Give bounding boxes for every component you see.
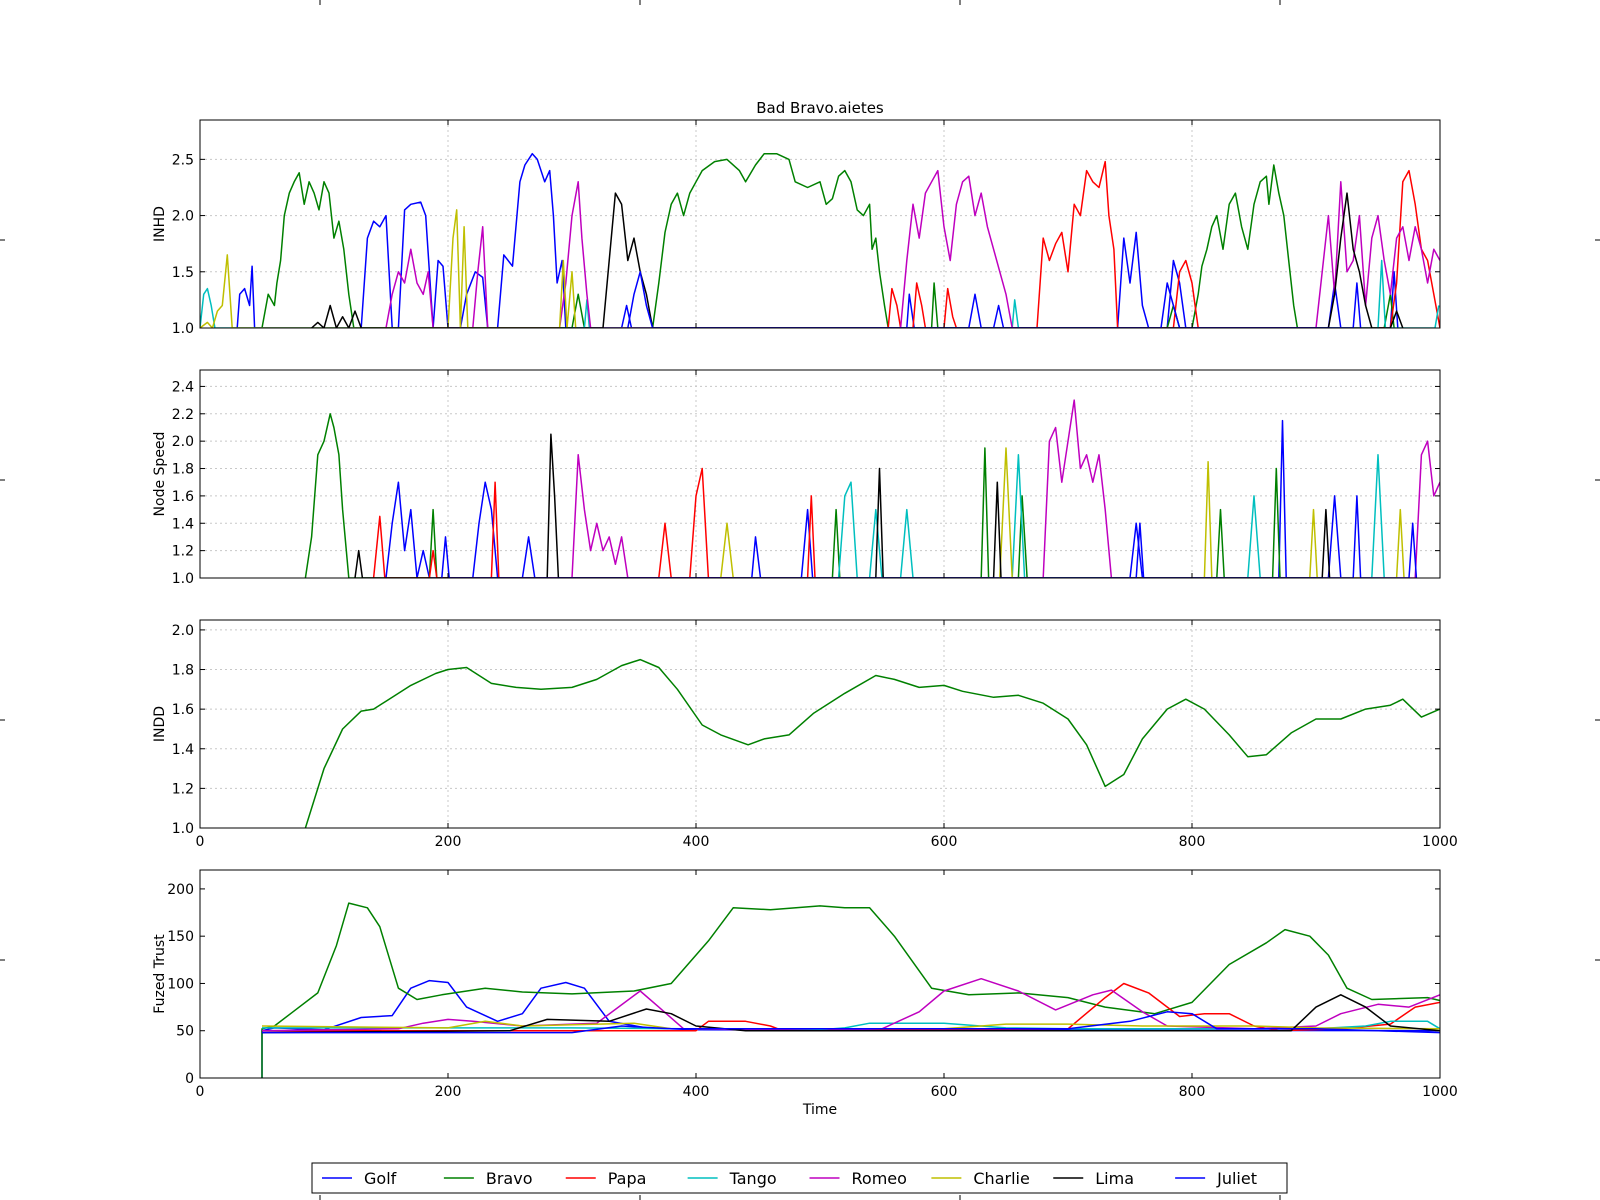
series-line-papa	[262, 982, 1440, 1032]
legend-label-papa: Papa	[608, 1169, 647, 1188]
series-line-bravo	[304, 658, 1440, 828]
y-axis-label: INDD	[152, 706, 168, 742]
axes-frame	[199, 119, 1441, 329]
y-tick-label: 50	[176, 1024, 194, 1040]
y-tick-label: 1.0	[172, 571, 194, 587]
legend: Golf Bravo Papa Tango Romeo Charlie Lima Juliet	[311, 1162, 1288, 1194]
series-line-tango	[262, 1020, 1440, 1031]
x-tick-label: 600	[931, 1084, 958, 1100]
subplots: 1.0 1.5 2.0 2.5 INHD 1.0 1.2 1.4 1.6 1.8 2.0 2.2 2.4…	[152, 119, 1458, 1118]
axes-frame	[199, 369, 1441, 579]
axes-frame	[199, 869, 1441, 1079]
series-group	[200, 152, 1440, 328]
legend-label-bravo: Bravo	[486, 1169, 533, 1188]
series-line-romeo	[385, 169, 1440, 328]
legend-label-romeo: Romeo	[852, 1169, 907, 1188]
series-line-romeo	[571, 399, 1440, 578]
y-tick-label: 1.2	[172, 781, 194, 797]
x-tick-label: 0	[196, 834, 205, 850]
x-tick-label: 400	[683, 1084, 710, 1100]
y-tick-label: 2.0	[172, 434, 194, 450]
subplot-indd: 1.0 1.2 1.4 1.6 1.8 2.0 0 200 400 600 800 1000 INDD	[152, 619, 1458, 850]
x-tick-label: 800	[1179, 834, 1206, 850]
y-tick-label: 1.8	[172, 462, 194, 478]
x-tick-label: 0	[196, 1084, 205, 1100]
legend-label-juliet: Juliet	[1216, 1169, 1257, 1188]
series-line-bravo	[304, 413, 1281, 578]
series-line-juliet	[262, 1011, 1440, 1034]
y-axis-label: INHD	[152, 206, 168, 242]
y-tick-label: 1.0	[172, 321, 194, 337]
series-line-tango	[200, 259, 1440, 328]
series-line-golf	[236, 152, 1399, 328]
legend-label-charlie: Charlie	[973, 1169, 1029, 1188]
y-tick-label: 2.4	[172, 379, 194, 395]
y-tick-label: 100	[167, 976, 194, 992]
series-group	[261, 902, 1440, 1078]
series-line-juliet	[627, 271, 1362, 328]
x-tick-label: 1000	[1422, 1084, 1458, 1100]
subplot-node-speed: 1.0 1.2 1.4 1.6 1.8 2.0 2.2 2.4 Node Speed	[152, 369, 1441, 587]
legend-label-lima: Lima	[1095, 1169, 1134, 1188]
y-tick-label: 1.0	[172, 821, 194, 837]
series-line-papa	[887, 160, 1440, 328]
y-tick-label: 1.4	[172, 516, 194, 532]
y-tick-label: 2.0	[172, 209, 194, 225]
legend-label-golf: Golf	[364, 1169, 397, 1188]
series-line-papa	[372, 467, 816, 578]
subplot-fuzed-trust: 0 50 100 150 200 0 200 400 600 800 1000 Fuzed Trust…	[152, 869, 1458, 1118]
x-tick-label: 200	[435, 834, 462, 850]
series-line-lima	[354, 433, 1331, 578]
x-tick-label: 400	[683, 834, 710, 850]
y-tick-label: 1.2	[172, 544, 194, 560]
y-tick-label: 150	[167, 929, 194, 945]
x-tick-label: 800	[1179, 1084, 1206, 1100]
x-tick-label: 200	[435, 1084, 462, 1100]
series-line-juliet	[441, 495, 1418, 578]
y-tick-label: 1.6	[172, 489, 194, 505]
legend-box	[311, 1162, 1288, 1194]
y-tick-label: 200	[167, 882, 194, 898]
y-tick-label: 2.0	[172, 623, 194, 639]
series-line-charlie	[200, 209, 577, 328]
y-tick-label: 1.4	[172, 742, 194, 758]
y-tick-label: 1.5	[172, 265, 194, 281]
chart-title: Bad Bravo.aietes	[756, 99, 884, 117]
series-line-golf	[385, 419, 1342, 578]
series-line-bravo	[261, 902, 1440, 1078]
y-tick-label: 2.2	[172, 407, 194, 423]
axes-frame	[199, 619, 1441, 829]
series-group	[304, 399, 1440, 578]
series-line-romeo	[261, 977, 1440, 1032]
x-axis-label: Time	[802, 1102, 837, 1118]
y-tick-label: 1.8	[172, 663, 194, 679]
series-group	[304, 658, 1440, 828]
series-line-lima	[311, 192, 1404, 328]
y-axis-label: Node Speed	[152, 432, 168, 517]
series-line-bravo	[261, 152, 1395, 328]
y-tick-label: 1.6	[172, 702, 194, 718]
y-axis-label: Fuzed Trust	[152, 934, 168, 1014]
x-tick-label: 1000	[1422, 834, 1458, 850]
legend-label-tango: Tango	[729, 1169, 777, 1188]
x-tick-label: 600	[931, 834, 958, 850]
y-tick-label: 0	[185, 1071, 194, 1087]
y-tick-label: 2.5	[172, 152, 194, 168]
series-line-charlie	[720, 447, 1405, 578]
series-line-tango	[837, 454, 1385, 578]
subplot-inhd: 1.0 1.5 2.0 2.5 INHD	[152, 119, 1441, 337]
